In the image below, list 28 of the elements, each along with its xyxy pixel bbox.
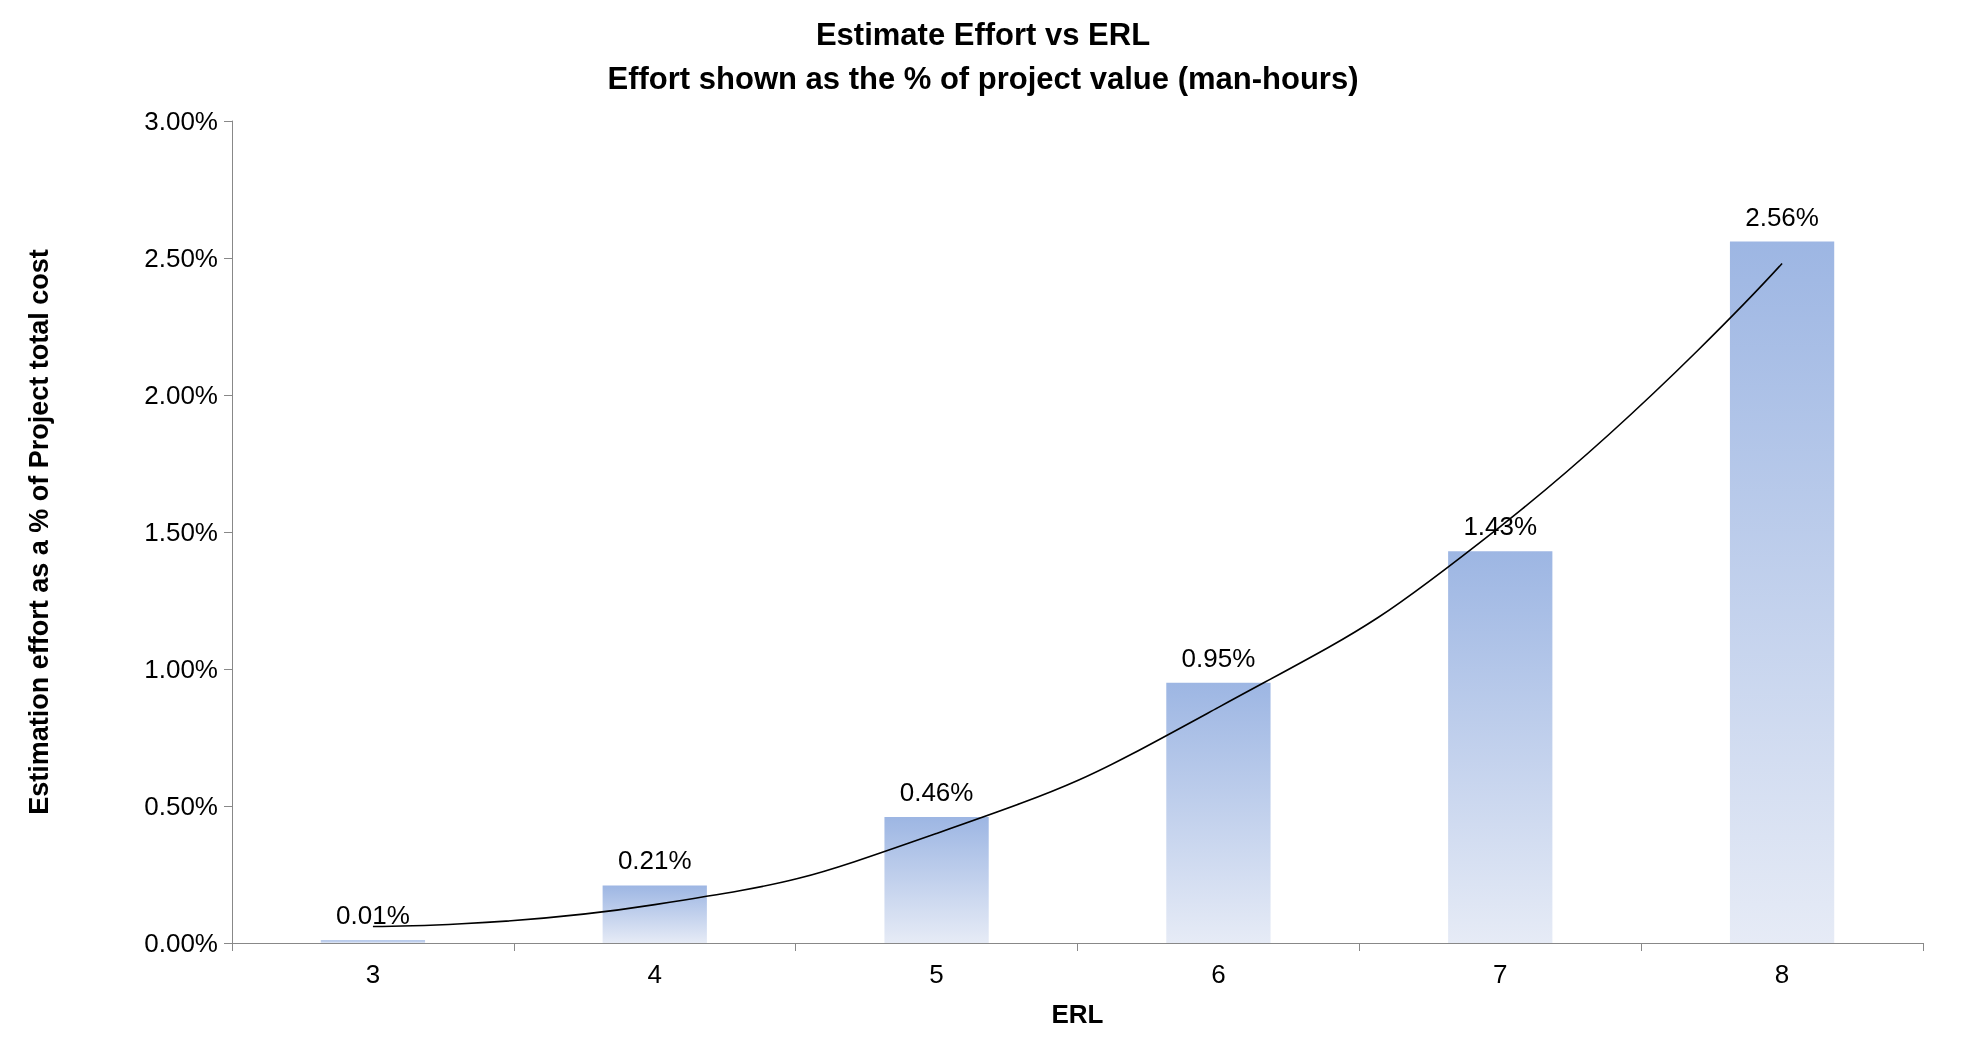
bar	[602, 885, 707, 943]
data-label: 0.21%	[617, 845, 692, 876]
y-tick-label: 3.00%	[144, 106, 218, 136]
bar	[884, 816, 989, 943]
data-label: 0.95%	[1181, 642, 1256, 673]
x-tick-label: 8	[1774, 959, 1790, 989]
y-tick-label: 0.00%	[144, 928, 218, 958]
data-label: 0.46%	[899, 776, 974, 807]
y-tick-label: 2.00%	[144, 380, 218, 410]
data-label: 2.56%	[1745, 201, 1819, 232]
chart-subtitle: Effort shown as the % of project value (man-hours)	[607, 61, 1359, 96]
x-tick-label: 6	[1211, 959, 1226, 989]
bar	[1448, 551, 1553, 943]
bar	[320, 940, 426, 943]
data-label: 0.01%	[336, 900, 410, 931]
x-tick-label: 5	[929, 959, 944, 989]
x-tick-label: 7	[1493, 959, 1508, 989]
y-tick-label: 1.00%	[144, 654, 218, 684]
x-axis-title: ERL	[1051, 999, 1104, 1029]
y-tick-label: 1.50%	[144, 517, 218, 547]
bar	[1166, 682, 1271, 943]
y-tick-label: 0.50%	[144, 791, 218, 821]
x-tick-label: 4	[647, 959, 662, 989]
bar	[1729, 241, 1835, 943]
chart-title: Estimate Effort vs ERL	[815, 17, 1151, 52]
x-tick-label: 3	[365, 959, 381, 989]
y-axis-title: Estimation effort as a % of Project total cost	[23, 249, 54, 815]
y-tick-label: 2.50%	[144, 243, 218, 273]
